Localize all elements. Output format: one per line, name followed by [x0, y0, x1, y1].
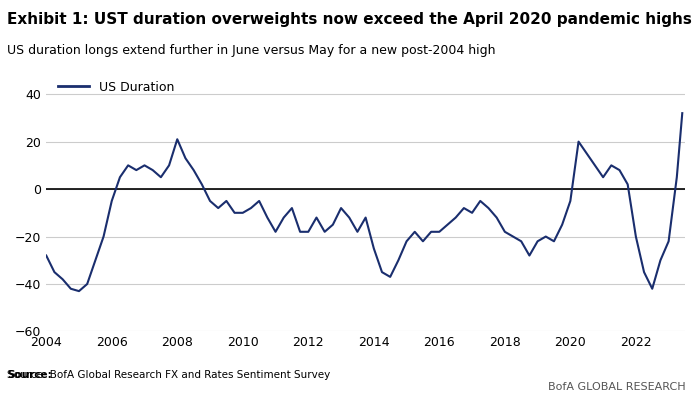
Text: Source:: Source:: [7, 370, 52, 380]
Text: Exhibit 1: UST duration overweights now exceed the April 2020 pandemic highs: Exhibit 1: UST duration overweights now …: [7, 12, 692, 27]
Text: BofA GLOBAL RESEARCH: BofA GLOBAL RESEARCH: [548, 382, 686, 392]
Text: US duration longs extend further in June versus May for a new post-2004 high: US duration longs extend further in June…: [7, 44, 496, 57]
Legend: US Duration: US Duration: [52, 76, 179, 99]
Text: Source: BofA Global Research FX and Rates Sentiment Survey: Source: BofA Global Research FX and Rate…: [7, 370, 330, 380]
